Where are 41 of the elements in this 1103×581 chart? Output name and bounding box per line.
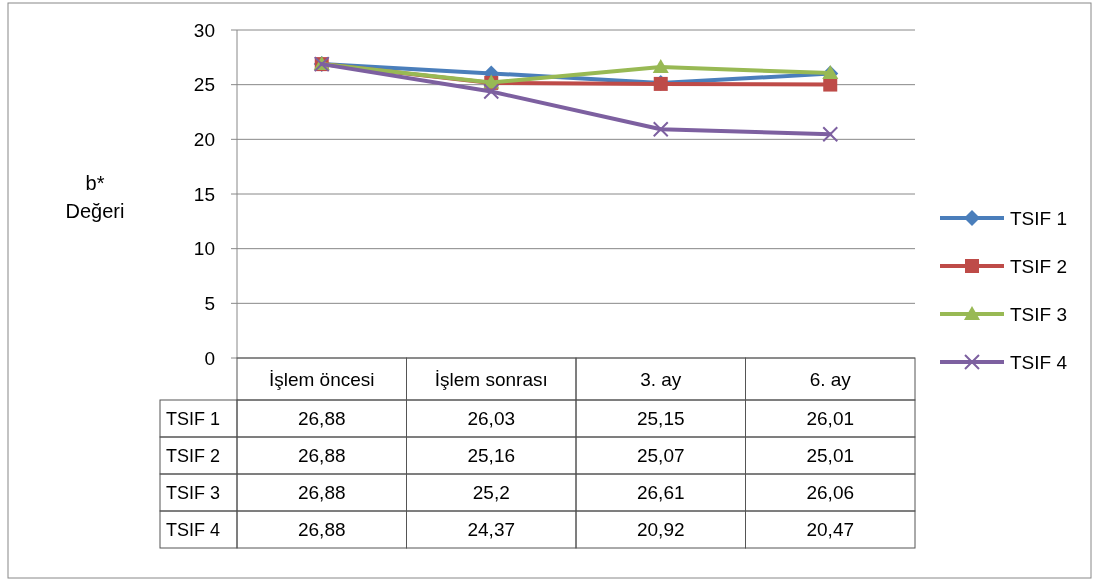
x-tick-label: İşlem öncesi	[268, 368, 375, 390]
legend-label: TSIF 2	[1010, 255, 1068, 277]
data-label: 26,03	[467, 408, 516, 430]
data-label: 20,47	[806, 519, 855, 541]
data-label: 26,61	[636, 482, 685, 504]
data-label: 26,88	[297, 482, 346, 504]
text: TSIF 1	[166, 408, 221, 429]
x-tick-label: 3. ay	[640, 368, 682, 390]
data-label: 26,88	[297, 408, 346, 430]
y-tick-label: 25	[193, 74, 215, 96]
legend-label: TSIF 1	[1010, 207, 1068, 229]
point	[652, 59, 669, 74]
data-label: 25,2	[472, 482, 510, 504]
text: TSIF 2	[166, 445, 221, 466]
y-tick-label: 5	[204, 292, 215, 314]
data-label: 25,01	[806, 445, 855, 467]
y-axis-title: b* Değeri	[65, 172, 125, 222]
text: TSIF 4	[166, 519, 221, 540]
data-label: 25,07	[636, 445, 685, 467]
data-label: 26,88	[297, 519, 346, 541]
y-tick-label: 30	[193, 19, 215, 41]
x-tick-label: 6. ay	[809, 368, 852, 390]
data-label: 20,92	[636, 519, 685, 541]
data-label: 26,01	[806, 408, 855, 430]
point	[822, 126, 839, 143]
legend-label: TSIF 4	[1010, 351, 1068, 373]
point	[483, 83, 500, 100]
legend-label: TSIF 3	[1010, 303, 1068, 325]
point	[652, 121, 669, 138]
y-tick-label: 20	[193, 128, 215, 150]
data-label: 26,06	[806, 482, 855, 504]
y-tick-label: 15	[193, 183, 215, 205]
y-tick-label: 10	[193, 238, 215, 260]
data-label: 25,16	[467, 445, 516, 467]
point	[823, 77, 838, 92]
text: TSIF 3	[166, 482, 221, 503]
data-label: 24,37	[467, 519, 516, 541]
x-tick-label: İşlem sonrası	[434, 368, 548, 390]
y-tick-label: 0	[204, 347, 215, 369]
data-label: 25,15	[636, 408, 685, 430]
data-label: 26,88	[297, 445, 346, 467]
